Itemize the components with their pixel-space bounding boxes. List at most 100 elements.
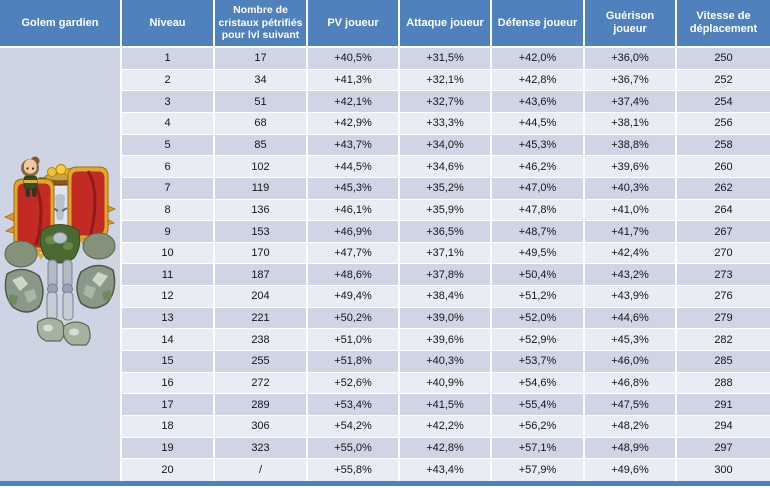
cell-niveau: 17 [122,394,215,416]
cell-attaque: +35,2% [400,177,492,199]
cell-attaque: +39,0% [400,307,492,329]
cell-niveau: 2 [122,69,215,91]
table-row: 11 187 +48,6% +37,8% +50,4% +43,2% 273 [122,264,770,287]
cell-attaque: +35,9% [400,199,492,221]
cell-pv: +40,5% [308,48,400,69]
cell-guerison: +43,9% [585,286,677,307]
cell-niveau: 15 [122,351,215,372]
cell-defense: +52,0% [492,307,585,329]
cell-guerison: +49,6% [585,459,677,481]
cell-niveau: 19 [122,437,215,459]
cell-cristaux: / [215,459,308,481]
cell-cristaux: 272 [215,372,308,394]
cell-pv: +52,6% [308,372,400,394]
cell-defense: +42,0% [492,48,585,69]
arm-rocks [4,232,116,267]
cell-guerison: +39,6% [585,156,677,177]
rider [21,156,40,197]
cell-niveau: 7 [122,177,215,199]
cell-vitesse: 288 [714,377,733,390]
cell-guerison: +47,5% [585,394,677,416]
cell-defense: +46,2% [492,156,585,177]
col-header-golem-gardien: Golem gardien [0,0,122,46]
cell-pv: +45,3% [308,177,400,199]
cell-niveau: 12 [122,286,215,307]
cell-attaque: +34,0% [400,134,492,156]
cell-pv: +44,5% [308,156,400,177]
cell-niveau: 4 [122,112,215,134]
cell-vitesse: 273 [714,268,733,281]
cell-defense: +45,3% [492,134,585,156]
col-header-attaque-joueur: Attaque joueur [400,0,492,46]
cell-attaque: +40,3% [400,351,492,372]
cell-guerison: +38,8% [585,134,677,156]
cell-defense: +43,6% [492,91,585,112]
cell-guerison: +36,0% [585,48,677,69]
cell-pv: +51,0% [308,329,400,351]
cell-defense: +48,7% [492,221,585,242]
cell-pv: +51,8% [308,351,400,372]
col-header-cristaux: Nombre de cristaux pétrifiés pour lvl su… [215,0,308,46]
col-header-defense-joueur: Défense joueur [492,0,585,46]
cell-defense: +49,5% [492,242,585,264]
cell-attaque: +32,1% [400,69,492,91]
legs [46,259,74,320]
table-row: 20 / +55,8% +43,4% +57,9% +49,6% 300 [122,459,770,481]
cell-guerison: +45,3% [585,329,677,351]
cell-vitesse: 270 [714,247,733,260]
table-bottom-border [0,481,770,486]
cell-cristaux: 323 [215,437,308,459]
cell-pv: +53,4% [308,394,400,416]
cell-niveau: 6 [122,156,215,177]
cell-cristaux: 153 [215,221,308,242]
cell-vitesse: 267 [714,225,733,238]
cell-attaque: +42,8% [400,437,492,459]
table-row: 10 170 +47,7% +37,1% +49,5% +42,4% 270 [122,242,770,265]
cell-defense: +53,7% [492,351,585,372]
cell-vitesse: 252 [714,73,733,86]
cell-niveau: 16 [122,372,215,394]
table-row: 2 34 +41,3% +32,1% +42,8% +36,7% 252 [122,69,770,92]
cell-guerison: +36,7% [585,69,677,91]
cell-vitesse: 262 [714,182,733,195]
cell-cristaux: 17 [215,48,308,69]
cell-attaque: +40,9% [400,372,492,394]
cell-pv: +48,6% [308,264,400,286]
cell-attaque: +33,3% [400,112,492,134]
cell-vitesse: 294 [714,420,733,433]
cell-pv: +41,3% [308,69,400,91]
table-header-row: Golem gardien Niveau Nombre de cristaux … [0,0,770,48]
table-row: 15 255 +51,8% +40,3% +53,7% +46,0% 285 [122,351,770,373]
cell-pv: +55,0% [308,437,400,459]
cell-vitesse: 254 [714,95,733,108]
cell-defense: +50,4% [492,264,585,286]
cell-defense: +54,6% [492,372,585,394]
cell-guerison: +48,9% [585,437,677,459]
cell-pv: +50,2% [308,307,400,329]
cell-pv: +49,4% [308,286,400,307]
cell-niveau: 11 [122,264,215,286]
cell-defense: +47,0% [492,177,585,199]
cell-niveau: 13 [122,307,215,329]
cell-attaque: +41,5% [400,394,492,416]
col-header-pv-joueur: PV joueur [308,0,400,46]
cell-guerison: +42,4% [585,242,677,264]
table-row: 19 323 +55,0% +42,8% +57,1% +48,9% 297 [122,437,770,460]
cell-vitesse: 276 [714,290,733,303]
cell-attaque: +32,7% [400,91,492,112]
table-row: 9 153 +46,9% +36,5% +48,7% +41,7% 267 [122,221,770,243]
table-row: 5 85 +43,7% +34,0% +45,3% +38,8% 258 [122,134,770,157]
cell-defense: +47,8% [492,199,585,221]
table-row: 7 119 +45,3% +35,2% +47,0% +40,3% 262 [122,177,770,200]
right-fist [76,264,116,309]
cell-cristaux: 51 [215,91,308,112]
cell-pv: +46,9% [308,221,400,242]
cell-niveau: 3 [122,91,215,112]
cell-defense: +55,4% [492,394,585,416]
cell-niveau: 14 [122,329,215,351]
left-fist [4,268,44,313]
cell-attaque: +37,1% [400,242,492,264]
cell-vitesse: 285 [714,355,733,368]
cell-niveau: 18 [122,416,215,437]
cell-niveau: 10 [122,242,215,264]
